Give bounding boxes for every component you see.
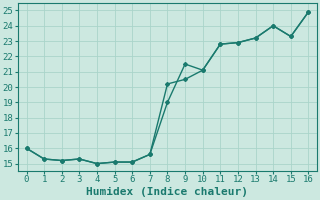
X-axis label: Humidex (Indice chaleur): Humidex (Indice chaleur) <box>86 187 248 197</box>
